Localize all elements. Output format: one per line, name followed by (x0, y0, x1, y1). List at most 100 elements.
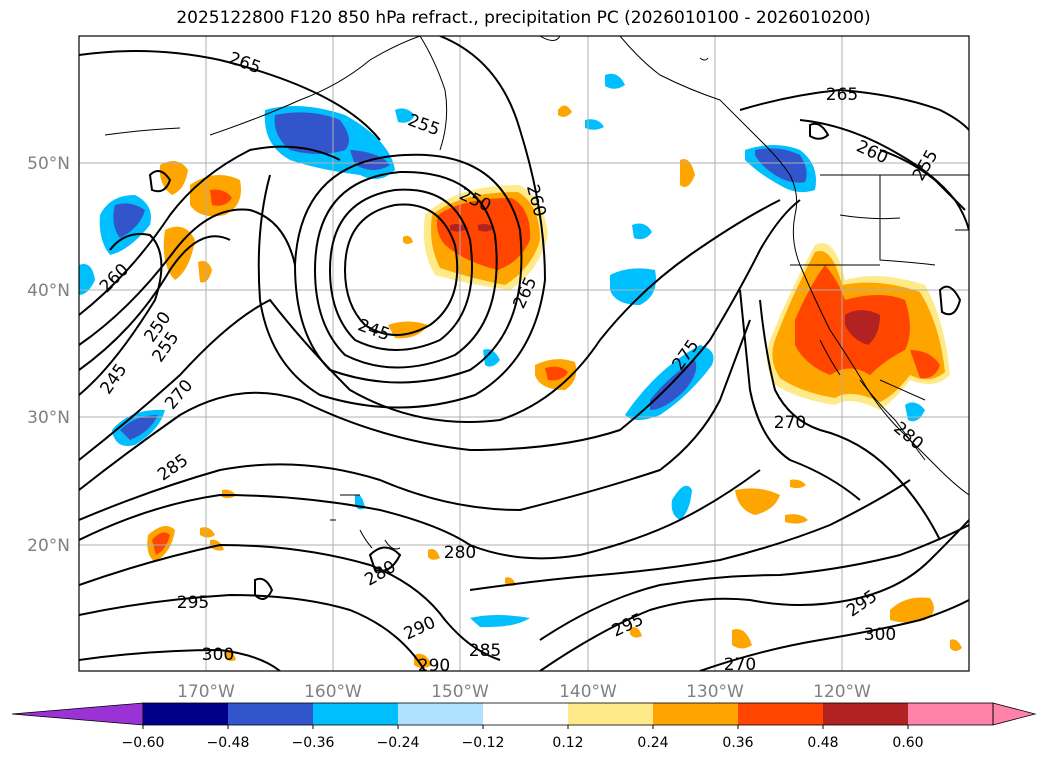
shade-orange-s8 (225, 649, 236, 661)
lon-label-160w: 160°W (304, 682, 362, 702)
lat-label-30: 30°N (27, 408, 70, 428)
shade-darkblue-west3 (120, 415, 158, 440)
shade-red-s1 (152, 532, 170, 555)
colorbar-tick-label: 0.60 (892, 735, 923, 751)
shade-brown-ca (845, 310, 880, 345)
shade-blue-mid4 (605, 73, 625, 89)
shade-orange-s7 (630, 627, 642, 638)
colorbar-tick-label: −0.12 (462, 735, 505, 751)
contour-260-c (799, 119, 969, 231)
shade-red-mid (545, 366, 568, 381)
colorbar-segment (738, 703, 823, 725)
contour-small-3 (938, 285, 962, 316)
colorbar-segment (483, 703, 568, 725)
contour-275-a (79, 199, 801, 491)
longitude-labels: 170°W 160°W 150°W 140°W 130°W 120°W (177, 682, 871, 702)
shade-orange-mid2 (680, 159, 695, 188)
contour-label: 270 (724, 655, 756, 675)
lon-label-120w: 120°W (813, 682, 871, 702)
contour-290-b (539, 524, 969, 641)
shade-orange-small3 (558, 105, 572, 117)
contour-265-a (257, 36, 547, 409)
contour-290-a (79, 543, 501, 661)
contour-285-a (79, 469, 761, 560)
shade-orange-se2 (785, 514, 808, 524)
contour-label: 285 (469, 641, 501, 661)
latitude-labels: 50°N 40°N 30°N 20°N (27, 154, 70, 556)
lon-label-140w: 140°W (559, 682, 617, 702)
shade-orange-se6 (790, 479, 806, 489)
contour-285-b (469, 479, 911, 591)
shade-darkblue-pnw (755, 148, 807, 183)
colorbar-arrow-high (992, 702, 1037, 726)
colorbar-segment (398, 703, 483, 725)
lat-label-40: 40°N (27, 281, 70, 301)
shade-orange-s5 (428, 549, 440, 560)
shade-orange-s3 (200, 527, 215, 538)
colorbar: −0.60 −0.48 −0.36 −0.24 −0.12 0.12 0.24 0.36 0.4… (11, 702, 1037, 751)
colorbar-tick-label: −0.60 (122, 735, 165, 751)
shade-orange-small2 (403, 235, 413, 244)
colorbar-segment (823, 703, 908, 725)
shade-blue-hawaii (470, 615, 530, 628)
colorbar-tick-label: 0.12 (552, 735, 583, 751)
colorbar-segment (568, 703, 653, 725)
shade-darkblue-mid6 (650, 360, 697, 410)
map-title: 2025122800 F120 850 hPa refract., precip… (176, 8, 871, 28)
lat-label-50: 50°N (27, 154, 70, 174)
contour-300-a (79, 648, 281, 671)
shade-blue-west2 (79, 264, 95, 295)
plot-frame (78, 35, 970, 672)
colorbar-tick-label: 0.24 (637, 735, 668, 751)
coastlines (104, 36, 969, 550)
contour-270-a (79, 199, 781, 461)
colorbar-segment (653, 703, 738, 725)
contour-265-b (739, 88, 969, 131)
contour-255-ring (313, 170, 498, 369)
contour-label: 265 (826, 85, 858, 105)
colorbar-tick-label: −0.36 (292, 735, 335, 751)
contour-260-b (79, 145, 341, 316)
shade-orange-s9 (414, 653, 432, 668)
shade-blue-mid1 (610, 268, 656, 305)
contour-label: 295 (177, 593, 209, 613)
contour-270-b (759, 299, 941, 541)
colorbar-tick-label: 0.36 (722, 735, 753, 751)
contour-label: 300 (864, 625, 896, 645)
contour-small-1 (809, 122, 830, 140)
colorbar-segment (908, 703, 993, 725)
contour-245-ring (343, 203, 459, 336)
shade-orange-west4 (198, 261, 212, 283)
shade-orange-se5 (950, 639, 962, 651)
shade-orange-se3 (732, 629, 752, 649)
contour-295-b (539, 519, 969, 671)
contour-280-a (79, 319, 751, 521)
colorbar-arrow-low (11, 702, 144, 726)
contour-245-b (79, 233, 163, 396)
shade-blue-mid5 (483, 349, 500, 367)
shade-darkblue-aleutian (274, 112, 349, 154)
lon-label-170w: 170°W (177, 682, 235, 702)
colorbar-tick-label: 0.48 (807, 735, 838, 751)
shade-blue-mid7 (671, 485, 692, 520)
shade-blue-small1 (395, 108, 415, 123)
shade-blue-mid3 (585, 119, 604, 130)
lat-label-20: 20°N (27, 536, 70, 556)
lon-label-130w: 130°W (686, 682, 744, 702)
contour-label: 290 (418, 656, 450, 676)
contour-295-a (79, 593, 426, 671)
colorbar-segment (143, 703, 228, 725)
shade-brown-np2 (478, 224, 494, 232)
shade-blue-mid2 (632, 223, 652, 240)
colorbar-tick-label: −0.24 (377, 735, 420, 751)
contour-300-b (699, 599, 969, 671)
contour-label: 280 (444, 543, 476, 563)
shade-red-ca2 (910, 350, 940, 379)
contour-275-b (739, 289, 861, 501)
contour-label: 270 (774, 413, 806, 433)
contour-label: 300 (202, 645, 234, 665)
colorbar-tick-label: −0.48 (207, 735, 250, 751)
shade-darkblue-west1 (113, 203, 145, 238)
lon-label-150w: 150°W (431, 682, 489, 702)
contour-255-c (879, 149, 966, 211)
